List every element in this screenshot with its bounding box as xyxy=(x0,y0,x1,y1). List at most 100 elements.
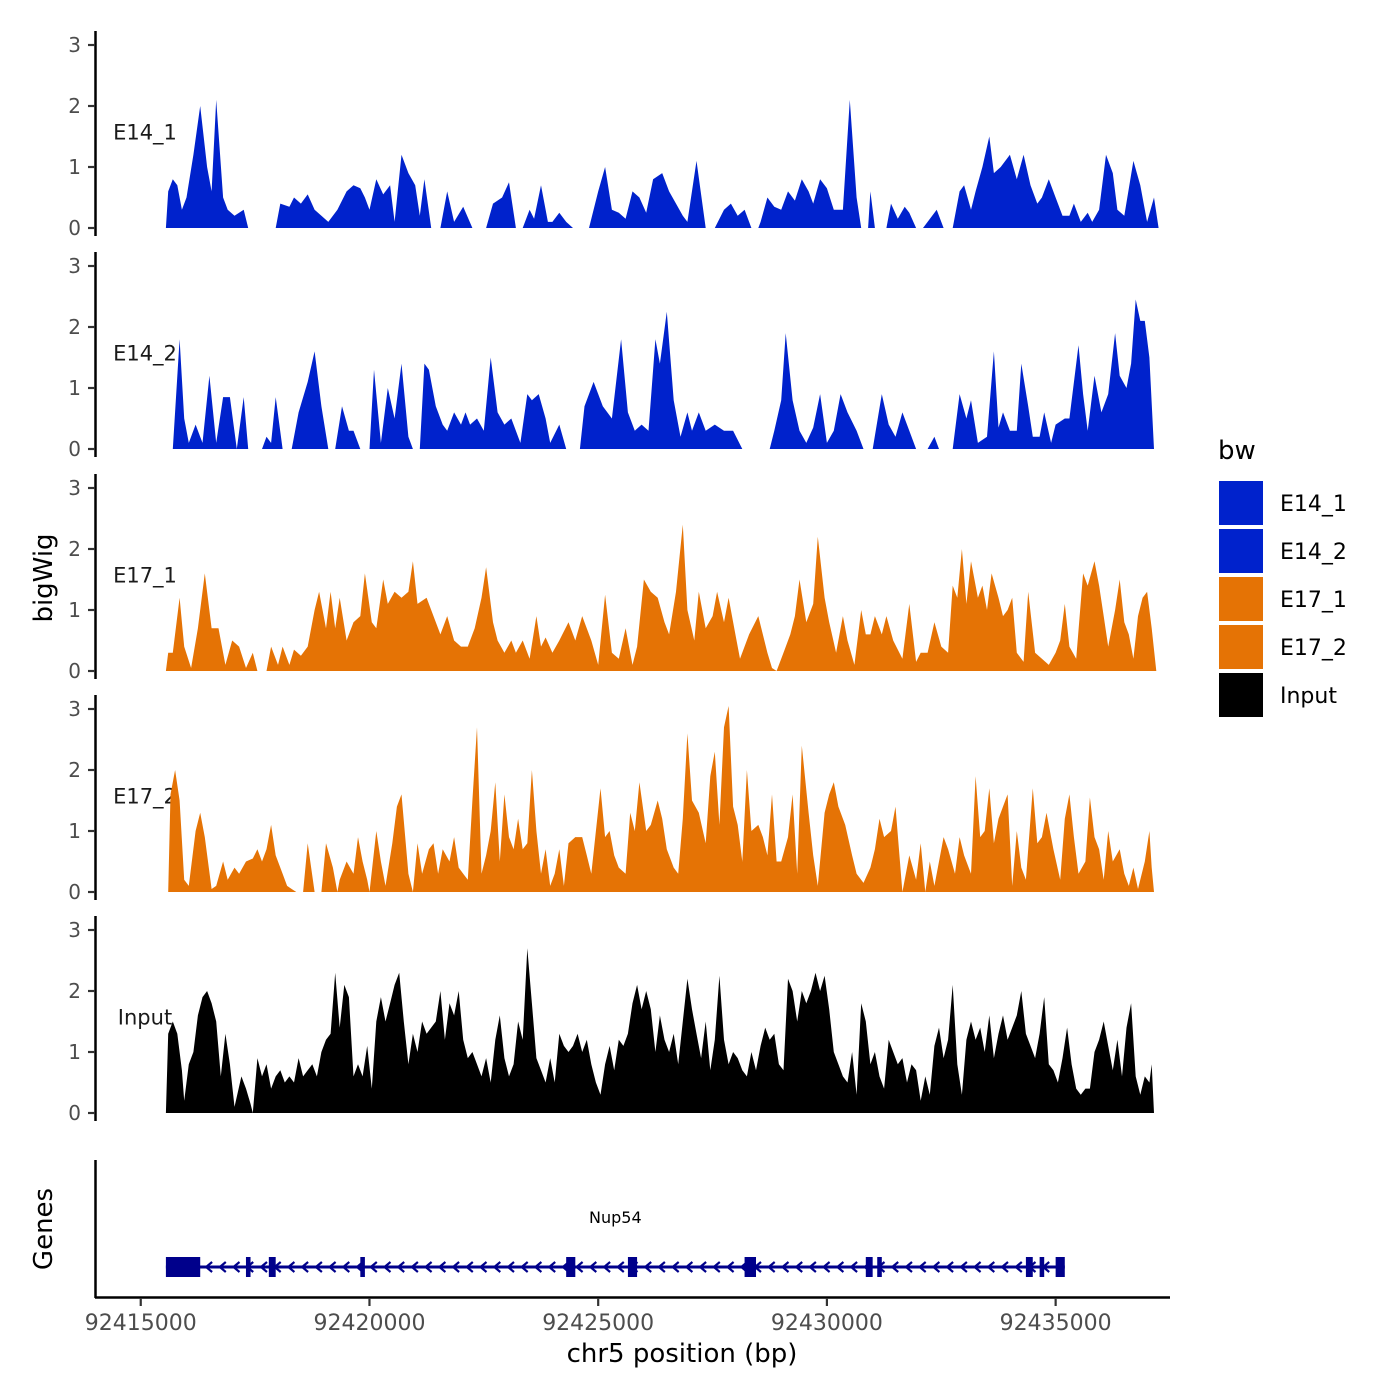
y-tick-label: 3 xyxy=(68,476,81,500)
track-E14_2: 0 1 2 3 E14_2 xyxy=(68,252,1155,461)
strand-arrow xyxy=(533,1261,543,1273)
legend-label: E17_1 xyxy=(1280,588,1347,613)
strand-arrow xyxy=(698,1261,707,1273)
strand-arrow xyxy=(574,1261,584,1273)
strand-arrow xyxy=(218,1261,227,1273)
genes-axis-title: Genes xyxy=(29,1188,59,1270)
x-tick-label: 92420000 xyxy=(313,1311,425,1336)
gene-panel: Nup54 xyxy=(94,1160,1065,1298)
legend-label: Input xyxy=(1280,684,1337,709)
legend-label: E14_1 xyxy=(1280,492,1347,517)
gene-exon xyxy=(268,1257,276,1277)
strand-arrow xyxy=(945,1261,954,1273)
area-E17_1 xyxy=(165,524,1157,671)
gene-exon xyxy=(1025,1257,1033,1277)
legend-key-E17_1 xyxy=(1219,577,1263,621)
y-tick-label: 0 xyxy=(68,1101,81,1125)
x-axis: 92415000 92420000 92425000 92430000 92435000 xyxy=(85,1296,1170,1336)
y-tick-label: 3 xyxy=(68,254,81,278)
y-tick-label: 2 xyxy=(68,979,81,1003)
legend-label: E17_2 xyxy=(1280,636,1347,661)
strand-arrow xyxy=(931,1261,941,1273)
strand-arrow xyxy=(602,1261,611,1273)
gene-exon xyxy=(865,1257,873,1277)
x-axis-title: chr5 position (bp) xyxy=(567,1339,798,1369)
x-tick-label: 92435000 xyxy=(1000,1311,1112,1336)
strand-arrow xyxy=(712,1261,721,1273)
gene-exon xyxy=(1039,1257,1045,1277)
y-tick-label: 0 xyxy=(68,437,81,461)
y-tick-label: 1 xyxy=(68,598,81,622)
y-tick-label: 1 xyxy=(68,1040,81,1064)
track-E17_1: 0 1 2 3 E17_1 xyxy=(68,474,1157,683)
strand-arrow xyxy=(410,1261,419,1273)
strand-arrow xyxy=(588,1261,598,1273)
strand-arrow xyxy=(478,1261,488,1273)
area-E14_1 xyxy=(165,99,1159,229)
strand-arrow xyxy=(204,1261,213,1273)
strand-arrow xyxy=(451,1261,460,1273)
strand-arrow xyxy=(835,1261,845,1273)
track-E14_1: 0 1 2 3 E14_1 xyxy=(68,31,1159,240)
y-tick-label: 1 xyxy=(68,376,81,400)
strand-arrow xyxy=(300,1261,309,1273)
strand-arrow xyxy=(369,1261,378,1273)
strand-arrow xyxy=(890,1261,899,1273)
strand-arrow xyxy=(808,1261,817,1273)
strand-arrow xyxy=(670,1261,680,1273)
strand-arrow xyxy=(341,1261,351,1273)
y-tick-label: 2 xyxy=(68,315,81,339)
strand-arrow xyxy=(616,1261,625,1273)
legend-title: bw xyxy=(1218,436,1256,466)
strand-arrow xyxy=(986,1261,996,1273)
strand-arrow xyxy=(849,1261,858,1273)
y-tick-label: 0 xyxy=(68,659,81,683)
gene-exon xyxy=(360,1257,365,1277)
strand-arrow xyxy=(423,1261,433,1273)
strand-arrow xyxy=(259,1261,268,1273)
y-tick-label: 0 xyxy=(68,880,81,904)
x-tick-label: 92430000 xyxy=(771,1311,883,1336)
track-label: E14_1 xyxy=(113,121,177,146)
legend: bw E14_1 E14_2 E17_1 E17_2 Input xyxy=(1218,436,1347,717)
y-tick-label: 2 xyxy=(68,758,81,782)
y-tick-label: 3 xyxy=(68,33,81,57)
strand-arrow xyxy=(684,1261,694,1273)
strand-arrow xyxy=(725,1261,735,1273)
strand-arrow xyxy=(327,1261,337,1273)
strand-arrow xyxy=(547,1261,556,1273)
y-axis-title: bigWig xyxy=(29,533,59,622)
gene-exon xyxy=(245,1257,251,1277)
strand-arrow xyxy=(794,1261,803,1273)
track-label: E14_2 xyxy=(113,342,177,367)
strand-arrow xyxy=(231,1261,241,1273)
y-tick-label: 1 xyxy=(68,819,81,843)
gene-exon xyxy=(744,1257,757,1277)
strand-arrow xyxy=(959,1261,968,1273)
strand-arrow xyxy=(972,1261,982,1273)
gene-name-label: Nup54 xyxy=(589,1208,642,1227)
strand-arrow xyxy=(780,1261,790,1273)
y-tick-label: 2 xyxy=(68,94,81,118)
strand-arrow xyxy=(437,1261,447,1273)
strand-arrow xyxy=(657,1261,666,1273)
area-Input xyxy=(165,948,1154,1113)
gene-exon xyxy=(877,1257,882,1277)
legend-key-E14_1 xyxy=(1219,481,1263,525)
strand-arrow xyxy=(396,1261,405,1273)
strand-arrow xyxy=(1014,1261,1023,1273)
x-tick-label: 92425000 xyxy=(542,1311,654,1336)
gene-exon xyxy=(566,1257,576,1277)
gene-exon xyxy=(165,1257,201,1277)
strand-arrow xyxy=(904,1261,913,1273)
strand-arrow xyxy=(286,1261,296,1273)
y-tick-label: 0 xyxy=(68,216,81,240)
strand-arrow xyxy=(821,1261,831,1273)
legend-key-Input xyxy=(1219,673,1263,717)
legend-label: E14_2 xyxy=(1280,540,1347,565)
track-Input: 0 1 2 3 Input xyxy=(68,916,1154,1125)
strand-arrow xyxy=(382,1261,392,1273)
strand-arrow xyxy=(492,1261,502,1273)
strand-arrow xyxy=(766,1261,776,1273)
